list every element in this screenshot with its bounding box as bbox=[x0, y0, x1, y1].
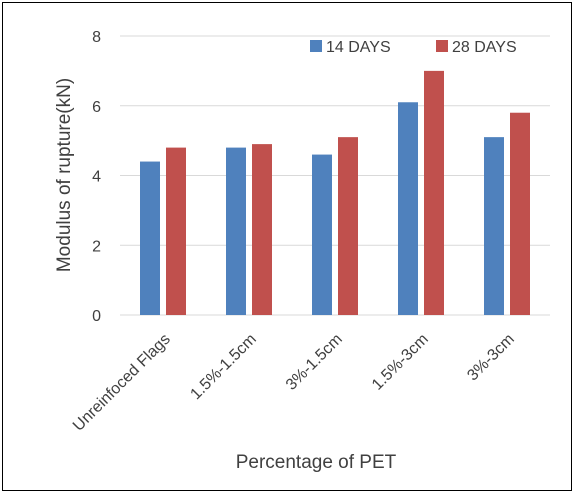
legend-swatch-28-days bbox=[436, 40, 448, 52]
y-tick-label: 8 bbox=[92, 29, 101, 46]
chart-frame bbox=[2, 2, 572, 491]
bar-28-days-3 bbox=[338, 137, 358, 315]
bar-14-days-5 bbox=[484, 137, 504, 315]
x-axis-title: Percentage of PET bbox=[236, 452, 397, 473]
bar-14-days-3 bbox=[312, 154, 332, 315]
y-tick-label: 4 bbox=[92, 169, 101, 186]
y-tick-label: 0 bbox=[92, 308, 101, 325]
x-axis-ticks: Unreinfoced Flags 1.5%-1.5cm 3%-1.5cm 1.5%-… bbox=[70, 331, 518, 435]
x-tick-label: 3%-3cm bbox=[464, 331, 518, 385]
legend: 14 DAYS 28 DAYS bbox=[310, 39, 517, 56]
bar-14-days-1 bbox=[140, 161, 160, 315]
y-axis-ticks: 0 2 4 6 8 bbox=[92, 29, 101, 325]
bar-28-days-4 bbox=[424, 70, 444, 315]
legend-swatch-14-days bbox=[310, 40, 322, 52]
bar-28-days-1 bbox=[166, 147, 186, 315]
x-tick-label: 1.5%-3cm bbox=[369, 331, 432, 394]
bar-28-days-2 bbox=[252, 144, 272, 315]
legend-label-28-days: 28 DAYS bbox=[452, 39, 517, 56]
bar-14-days-4 bbox=[398, 102, 418, 315]
legend-label-14-days: 14 DAYS bbox=[326, 39, 391, 56]
x-tick-label: 1.5%-1.5cm bbox=[187, 331, 259, 403]
bar-14-days-2 bbox=[226, 147, 246, 315]
bar-28-days-5 bbox=[510, 112, 530, 315]
y-axis-title: Modulus of rupture(kN) bbox=[54, 78, 75, 272]
bars bbox=[140, 70, 530, 315]
x-tick-label: 3%-1.5cm bbox=[283, 331, 346, 394]
x-tick-label: Unreinfoced Flags bbox=[70, 331, 174, 435]
y-tick-label: 6 bbox=[92, 99, 101, 116]
y-tick-label: 2 bbox=[92, 238, 101, 255]
gridlines bbox=[120, 35, 550, 316]
